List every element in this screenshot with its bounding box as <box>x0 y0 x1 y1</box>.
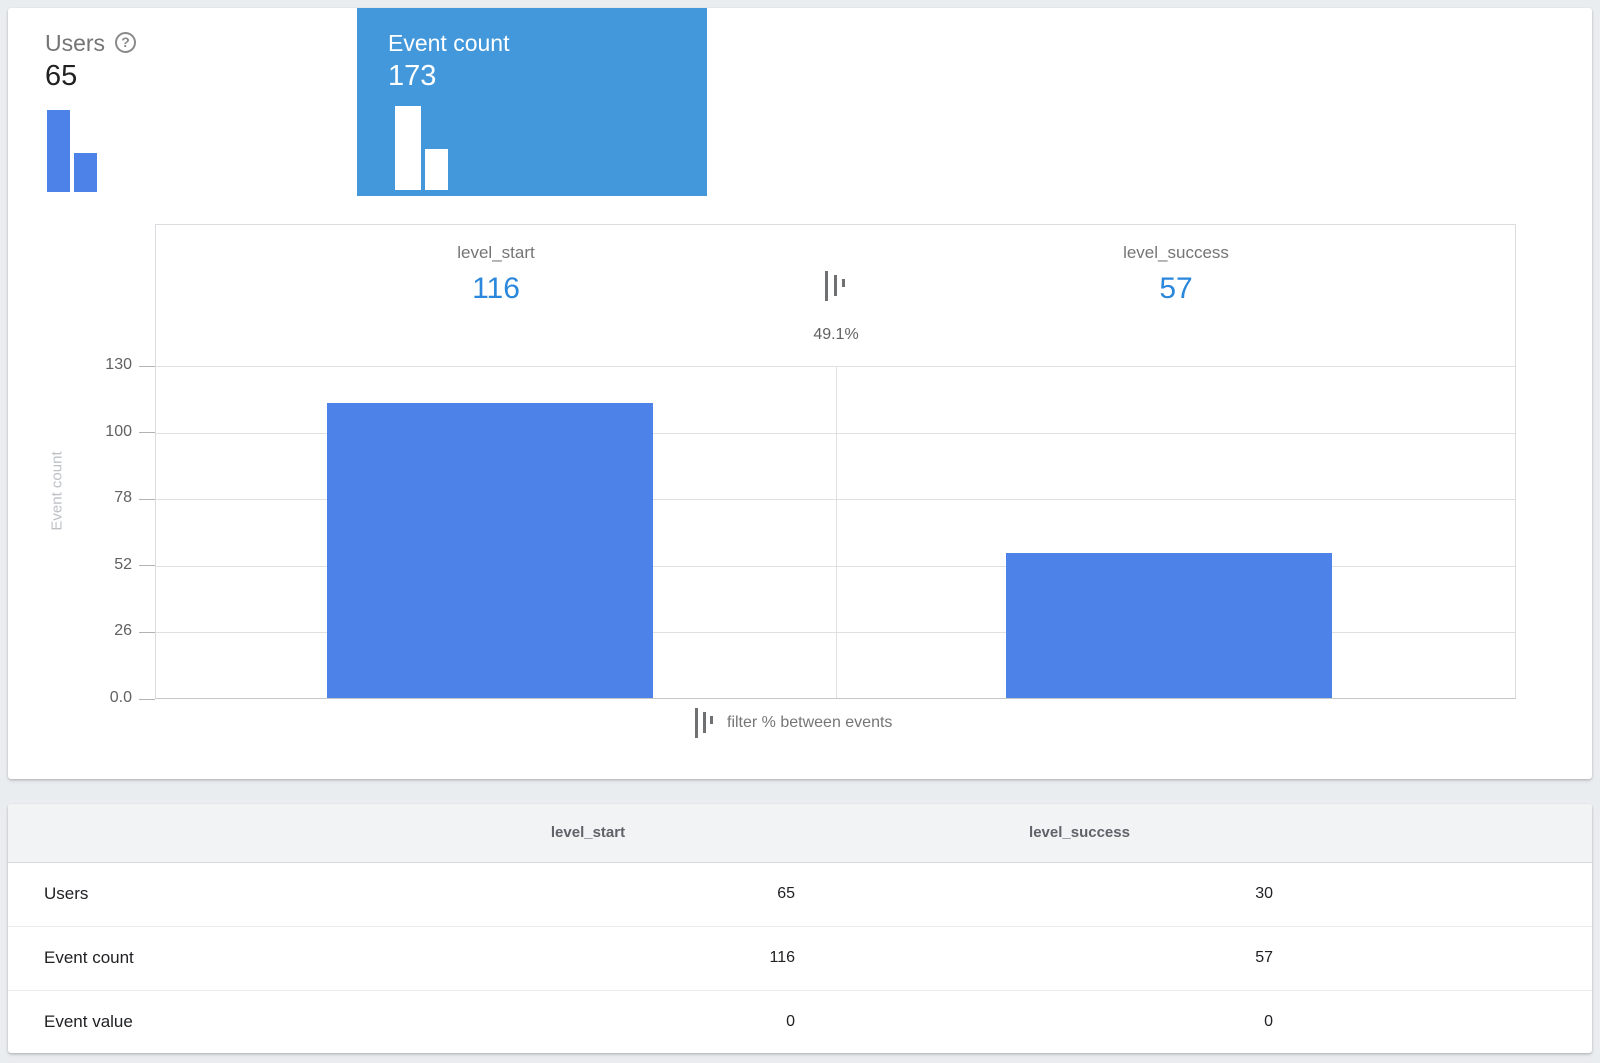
table-row: Event count 116 57 <box>8 926 1592 991</box>
mini-bar <box>425 149 448 190</box>
column-header-level-start: level_start <box>328 804 848 863</box>
event-count-card-label: Event count <box>388 30 510 56</box>
row-label: Event value <box>44 1012 133 1032</box>
table-row: Users 65 30 <box>8 862 1592 927</box>
mini-bar <box>395 106 421 190</box>
gridline <box>156 499 1515 501</box>
filler-cell <box>1311 862 1592 927</box>
category-divider-line <box>836 367 837 698</box>
events-table: level_start level_success Users 65 30 Ev… <box>8 804 1592 1053</box>
event-name-level-start: level_start <box>457 243 535 262</box>
row-label: Users <box>8 862 328 927</box>
table-header-row: level_start level_success <box>8 804 1592 863</box>
gridline <box>156 565 1515 567</box>
events-table-panel: level_start level_success Users 65 30 Ev… <box>8 804 1592 1053</box>
y-tick-mark <box>139 565 155 567</box>
filter-percent-icon <box>825 271 847 303</box>
y-tick-mark <box>139 432 155 434</box>
row-label: Event count <box>8 926 328 991</box>
filter-legend-text: filter % between events <box>727 714 893 731</box>
filter-percent-icon <box>695 708 714 738</box>
filler-cell <box>1311 804 1592 863</box>
event-count-card-value: 173 <box>388 60 437 92</box>
between-events-percent[interactable]: 49.1% <box>813 326 859 343</box>
bar-level-start[interactable] <box>327 402 653 698</box>
filter-legend: filter % between events <box>695 708 892 738</box>
cell-value: 30 <box>848 862 1311 927</box>
y-tick-mark <box>139 631 155 633</box>
y-tick-label: 100 <box>105 422 132 440</box>
y-tick-mark <box>139 698 155 700</box>
y-tick-label: 52 <box>114 555 132 573</box>
filter-percent-button[interactable] <box>825 271 847 303</box>
help-icon[interactable]: ? <box>115 32 136 53</box>
bar-level-success[interactable] <box>1006 552 1332 698</box>
y-axis-title: Event count <box>48 451 66 531</box>
cell-value: 0 <box>1264 1013 1273 1031</box>
mini-bar <box>47 110 70 192</box>
event-name-level-success: level_success <box>1123 243 1229 262</box>
metric-card-event-count[interactable]: Event count 173 <box>357 8 707 196</box>
cell-value: 116 <box>328 926 848 991</box>
users-card-value: 65 <box>45 60 78 92</box>
plot-area <box>156 366 1515 698</box>
filler-cell <box>1311 926 1592 991</box>
users-card-label: Users <box>45 30 106 56</box>
y-tick-label: 0.0 <box>109 689 132 706</box>
funnel-chart: level_start 116 49.1% level_success 57 <box>155 224 1516 699</box>
cell-value: 0 <box>786 1013 795 1031</box>
cell-value: 57 <box>848 926 1311 991</box>
corner-cell <box>8 804 328 863</box>
y-tick-label: 130 <box>105 356 132 373</box>
y-tick-label: 26 <box>114 622 132 640</box>
column-header-level-success: level_success <box>848 804 1311 863</box>
filler-cell <box>1311 990 1592 1053</box>
y-tick-label: 78 <box>114 489 132 507</box>
overview-panel: Users ? 65 Event count 173 Event count 1… <box>8 8 1592 779</box>
y-tick-mark <box>139 498 155 500</box>
event-count-level-start: 116 <box>472 272 520 305</box>
gridline <box>156 433 1515 435</box>
event-count-level-success: 57 <box>1159 272 1193 305</box>
metric-card-users[interactable]: Users ? 65 <box>28 22 328 197</box>
y-tick-mark <box>139 365 155 367</box>
cell-value: 65 <box>328 862 848 927</box>
gridline <box>156 631 1515 633</box>
mini-bar <box>74 153 97 192</box>
table-row: Event value 0 0 <box>8 990 1592 1053</box>
